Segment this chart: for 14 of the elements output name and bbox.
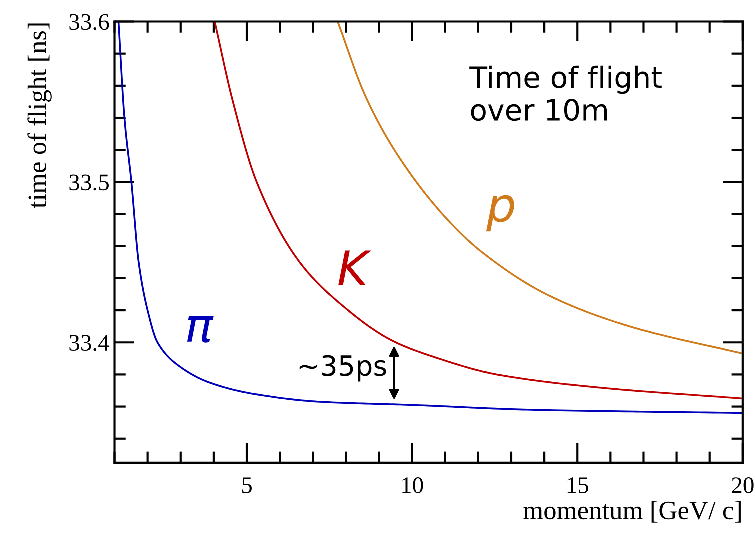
x-tick-label: 15 (568, 478, 588, 494)
y-tick-label: 33.5 (70, 174, 109, 191)
x-tick-label: 10 (402, 478, 424, 494)
x-axis-title: momentum [GeV/ c] (524, 501, 741, 523)
annotation: ~35ps (300, 355, 386, 382)
series-label: K (338, 250, 372, 286)
x-tick-label: 5 (242, 478, 252, 494)
y-tick-label: 33.4 (70, 335, 110, 352)
series-label: π (187, 316, 214, 343)
x-tick-label: 20 (732, 478, 754, 494)
series-label: p (486, 195, 514, 232)
y-axis-title: time of flight [ns] (28, 24, 52, 208)
y-tick-label: 33.6 (70, 14, 110, 30)
annotation: Time of flight over 10m (470, 66, 662, 122)
